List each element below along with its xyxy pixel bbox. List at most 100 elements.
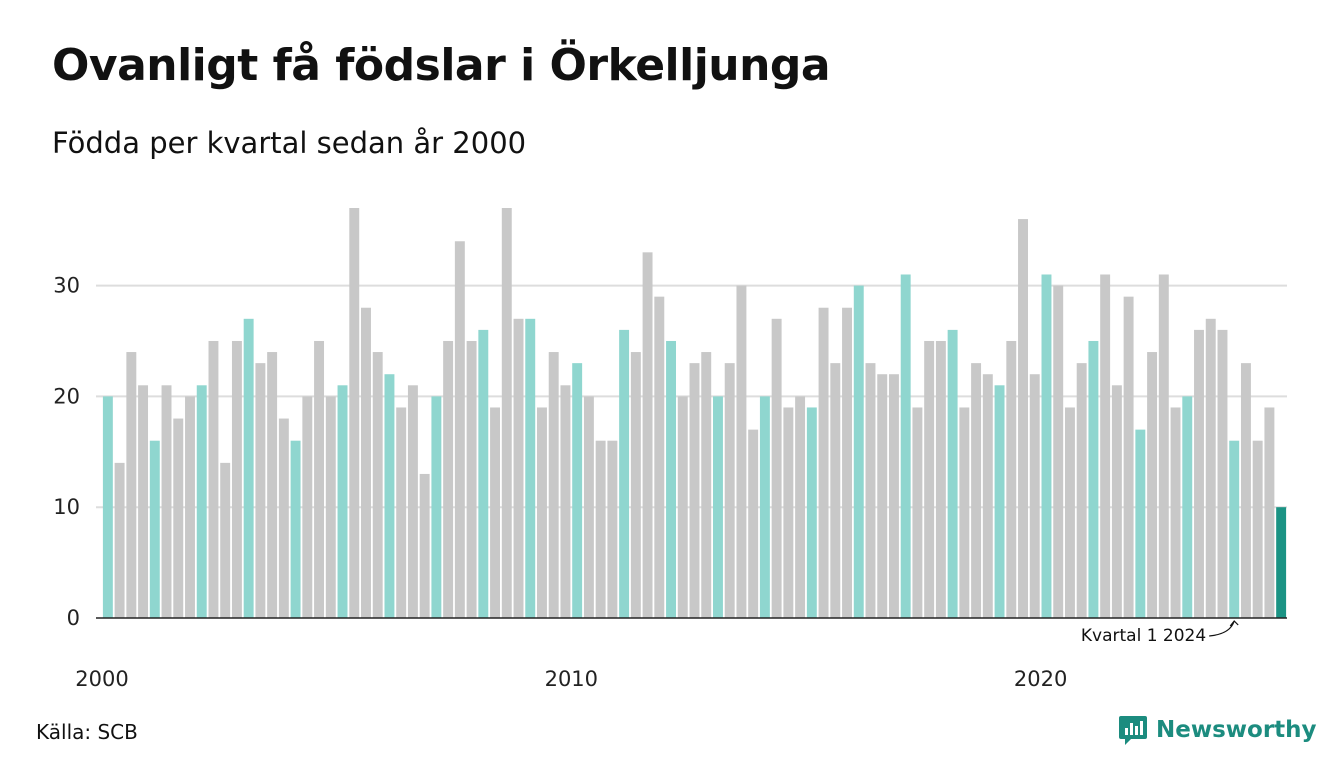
bar bbox=[478, 329, 489, 618]
bar bbox=[1029, 374, 1040, 618]
source-note: Källa: SCB bbox=[36, 720, 138, 744]
bar bbox=[220, 462, 231, 618]
bar bbox=[1205, 318, 1216, 618]
bar bbox=[1170, 407, 1181, 618]
bar bbox=[842, 307, 852, 618]
bar bbox=[267, 352, 278, 618]
bar bbox=[126, 352, 137, 618]
bar bbox=[583, 396, 594, 618]
bar bbox=[595, 440, 606, 618]
bar bbox=[443, 340, 454, 618]
bar bbox=[173, 418, 184, 618]
bar bbox=[1194, 329, 1204, 618]
bar bbox=[1064, 407, 1075, 618]
bar bbox=[1158, 274, 1169, 618]
bar bbox=[1217, 329, 1228, 618]
bar bbox=[912, 407, 923, 618]
bar bbox=[490, 407, 501, 618]
x-axis-ticks: 2000 2010 2020 bbox=[75, 667, 1067, 691]
bar bbox=[419, 473, 430, 618]
bar bbox=[1006, 340, 1017, 618]
bar bbox=[1018, 219, 1028, 618]
x-tick-label: 2010 bbox=[545, 667, 598, 691]
bar bbox=[548, 352, 559, 618]
bar bbox=[1053, 285, 1064, 618]
chart-title: Ovanligt få födslar i Örkelljunga bbox=[52, 40, 831, 91]
bar bbox=[947, 329, 958, 618]
bar bbox=[1135, 429, 1146, 618]
bar bbox=[337, 385, 348, 618]
bar bbox=[278, 418, 289, 618]
bar bbox=[888, 374, 899, 618]
bar bbox=[161, 385, 172, 618]
bar bbox=[1100, 274, 1111, 618]
bar bbox=[1041, 274, 1052, 618]
bar bbox=[1111, 385, 1122, 618]
bar bbox=[924, 340, 935, 618]
bar bbox=[560, 385, 571, 618]
bar bbox=[654, 296, 665, 618]
bar bbox=[407, 385, 418, 618]
bar bbox=[865, 363, 876, 618]
bar bbox=[1276, 507, 1287, 618]
bar bbox=[302, 396, 313, 618]
bar bbox=[689, 363, 700, 618]
bar bbox=[243, 318, 254, 618]
bar bbox=[349, 208, 360, 618]
bar bbox=[900, 274, 911, 618]
bar bbox=[830, 363, 841, 618]
bar bbox=[619, 329, 630, 618]
bar bbox=[396, 407, 407, 618]
bar bbox=[314, 340, 325, 618]
bar bbox=[325, 396, 336, 618]
bar bbox=[642, 252, 653, 618]
bar bbox=[748, 429, 759, 618]
bar bbox=[1147, 352, 1158, 618]
bar bbox=[372, 352, 383, 618]
bar bbox=[501, 208, 512, 618]
bar bbox=[185, 396, 195, 618]
bars bbox=[102, 208, 1287, 619]
bar bbox=[1240, 363, 1251, 618]
bar bbox=[759, 396, 770, 618]
bar bbox=[431, 396, 442, 618]
bar bbox=[102, 396, 113, 618]
bar bbox=[771, 318, 782, 618]
brand-logo: Newsworthy bbox=[1118, 714, 1317, 746]
bar bbox=[795, 396, 806, 618]
bar bbox=[196, 385, 207, 618]
y-axis-ticks: 0 10 20 30 bbox=[53, 274, 80, 630]
bar bbox=[114, 462, 125, 618]
bar bbox=[1088, 340, 1099, 618]
bar bbox=[877, 374, 888, 618]
y-tick-label: 0 bbox=[67, 606, 80, 630]
bar bbox=[701, 352, 712, 618]
bar bbox=[513, 318, 524, 618]
bar bbox=[1123, 296, 1134, 618]
bar bbox=[607, 440, 618, 618]
annotation: Kvartal 1 2024 bbox=[1081, 620, 1239, 646]
bar bbox=[724, 363, 735, 618]
y-tick-label: 30 bbox=[53, 274, 80, 298]
bar bbox=[783, 407, 794, 618]
y-tick-label: 10 bbox=[53, 495, 80, 519]
annotation-arrow bbox=[1209, 620, 1239, 637]
bar bbox=[208, 340, 219, 618]
bar bbox=[982, 374, 993, 618]
bar bbox=[454, 241, 465, 619]
bar bbox=[959, 407, 970, 618]
brand-name: Newsworthy bbox=[1156, 717, 1317, 743]
bar bbox=[935, 340, 946, 618]
bar bbox=[525, 318, 536, 618]
bar bbox=[1264, 407, 1275, 618]
bar bbox=[149, 440, 160, 618]
bar bbox=[971, 363, 982, 618]
bar bbox=[666, 340, 677, 618]
x-tick-label: 2020 bbox=[1014, 667, 1067, 691]
annotation-label: Kvartal 1 2024 bbox=[1081, 626, 1206, 646]
y-tick-label: 20 bbox=[53, 384, 80, 408]
bar bbox=[630, 352, 641, 618]
chart-subtitle: Födda per kvartal sedan år 2000 bbox=[52, 126, 527, 160]
bar bbox=[712, 396, 723, 618]
